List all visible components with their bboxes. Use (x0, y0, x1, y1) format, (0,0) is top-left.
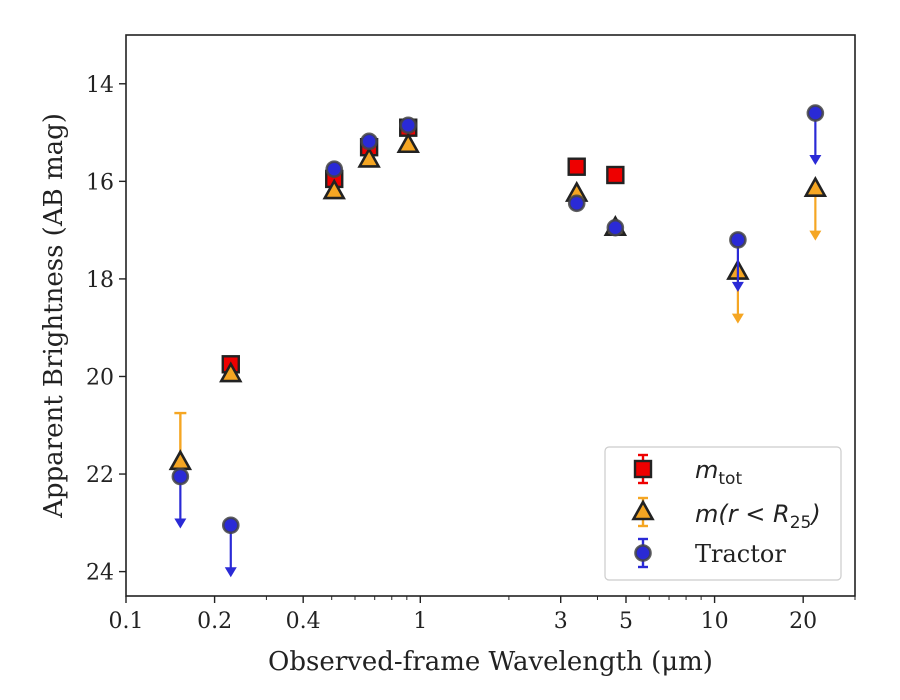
tractor-point (729, 231, 747, 249)
x-axis-title: Observed-frame Wavelength (μm) (268, 647, 713, 677)
tractor-point (399, 116, 418, 135)
series-mtot (221, 118, 625, 374)
y-tick-label: 18 (86, 268, 114, 293)
plot-frame (125, 34, 856, 597)
legend-marker-m-r25 (631, 499, 655, 521)
m-r25-point (357, 146, 381, 168)
upper-limit-arrowhead (174, 518, 187, 529)
legend-label-tractor: Tractor (695, 540, 786, 568)
x-tick-label: 0.1 (109, 609, 144, 634)
legend-box (604, 446, 842, 581)
upper-limit-arrowhead (224, 567, 237, 578)
upper-limit-arrowhead (809, 155, 822, 166)
legend-marker-mtot (633, 459, 653, 479)
y-tick-label: 24 (86, 561, 114, 586)
m-r25-point (219, 361, 243, 383)
legend-symbols (631, 453, 655, 569)
legend-label-mtot: mtot (695, 456, 742, 489)
legend-marker-tractor (634, 544, 652, 562)
mtot-point (567, 157, 586, 176)
tractor-point (360, 132, 378, 151)
tractor-point (221, 516, 240, 535)
series-tractor (171, 104, 825, 578)
m-r25-point (168, 449, 193, 471)
tractor-point (806, 104, 825, 122)
tractor-point (606, 218, 625, 237)
m-r25-point (396, 132, 420, 154)
m-r25-point (322, 178, 346, 200)
x-tick-label: 1 (413, 609, 427, 634)
x-tick-label: 10 (701, 609, 729, 634)
mtot-point (606, 165, 625, 185)
legend: mtot m(r < R25) Tractor (604, 446, 842, 581)
x-tick-label: 0.2 (197, 609, 232, 634)
axes: 0.1 0.2 0.4 1 3 5 10 20 14 16 18 20 22 24 Observed-fra… (39, 34, 856, 677)
upper-limit-arrowhead (731, 313, 744, 324)
x-tick-label: 5 (619, 609, 633, 634)
y-tick-label: 14 (86, 73, 114, 98)
y-tick-label: 16 (86, 170, 114, 195)
tractor-point (171, 467, 190, 486)
upper-limit-arrowhead (731, 281, 744, 292)
y-axis-title: Apparent Brightness (AB mag) (39, 113, 69, 519)
tractor-point (325, 160, 344, 178)
y-tick-label: 20 (86, 365, 114, 390)
m-r25-point (803, 176, 828, 197)
tractor-point (567, 194, 586, 213)
x-tick-label: 0.4 (286, 609, 321, 634)
data-marks (168, 104, 828, 578)
upper-limit-arrowhead (809, 230, 822, 241)
y-tick-label: 22 (86, 463, 114, 488)
x-tick-label: 20 (789, 609, 817, 634)
legend-label-m-r25: m(r < R25) (695, 500, 821, 533)
series-m-r25 (168, 132, 828, 471)
x-tick-label: 3 (554, 609, 568, 634)
